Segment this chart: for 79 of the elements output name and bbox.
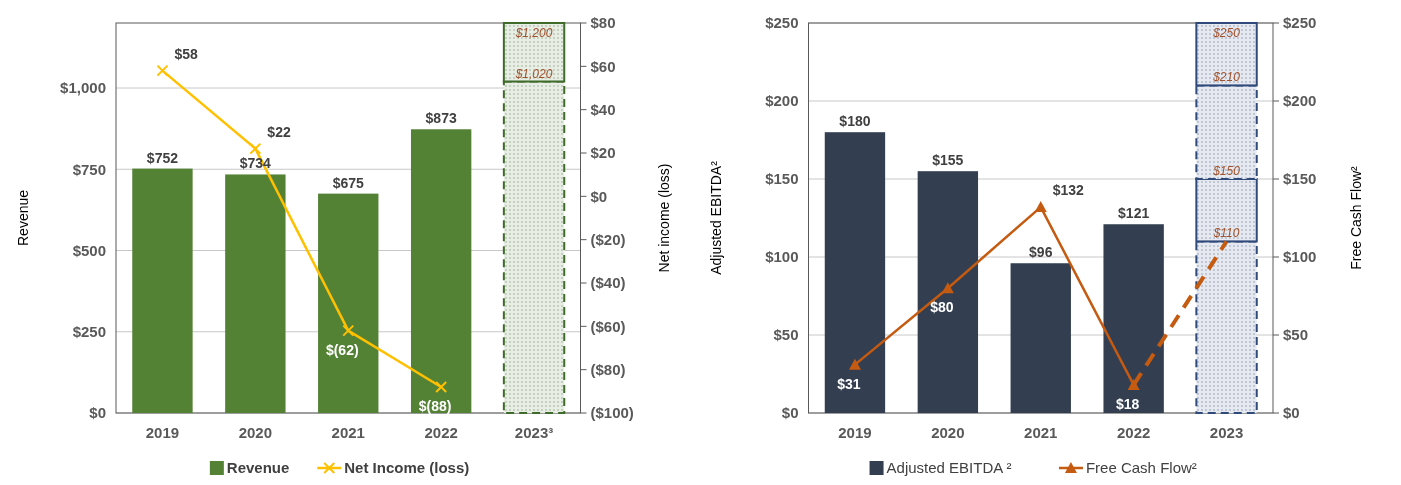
y2-tick-label: $0 bbox=[1283, 404, 1300, 422]
x-tick-label: 2020 bbox=[238, 424, 273, 441]
x-tick-label: 2023³ bbox=[514, 424, 554, 441]
data-label: $180 bbox=[839, 113, 871, 130]
y-tick-label: $200 bbox=[765, 92, 799, 110]
x-tick-label: 2019 bbox=[145, 424, 180, 441]
bar bbox=[132, 168, 193, 413]
point bbox=[435, 381, 448, 393]
data-label: $(62) bbox=[325, 341, 359, 358]
legend-label: Revenue bbox=[226, 459, 290, 477]
x-tick-label: 2019 bbox=[838, 424, 872, 441]
data-label: $121 bbox=[1118, 205, 1150, 222]
legend-label: Net Income (loss) bbox=[344, 459, 470, 477]
annotation: $210 bbox=[1212, 70, 1241, 85]
y2-tick-label: $150 bbox=[1283, 170, 1317, 188]
annotation: $150 bbox=[1212, 164, 1241, 178]
point bbox=[848, 358, 861, 370]
y2-tick-label: $250 bbox=[1283, 14, 1317, 32]
y-tick-label: $250 bbox=[765, 14, 799, 32]
bar bbox=[410, 129, 472, 413]
data-label: $96 bbox=[1029, 244, 1053, 261]
x-tick-label: 2020 bbox=[931, 424, 965, 441]
bar bbox=[824, 132, 886, 413]
y2-tick-label: ($40) bbox=[590, 274, 626, 292]
data-label: $(88) bbox=[418, 398, 452, 414]
bar bbox=[917, 171, 979, 413]
y-tick-label: $250 bbox=[72, 323, 106, 340]
y2-tick-label: $60 bbox=[590, 57, 616, 75]
y2-tick-label: ($100) bbox=[590, 404, 634, 422]
annotation: $1,020 bbox=[514, 66, 553, 81]
y2-tick-label: $80 bbox=[590, 14, 616, 32]
x-tick-label: 2023 bbox=[1209, 424, 1244, 441]
y2-tick-label: $20 bbox=[590, 144, 616, 162]
y-tick-label: $50 bbox=[773, 326, 799, 344]
x-tick-label: 2022 bbox=[424, 424, 458, 441]
data-label: $22 bbox=[267, 123, 291, 140]
data-label: $58 bbox=[174, 45, 199, 62]
y2-tick-label: $200 bbox=[1283, 92, 1317, 110]
data-label: $675 bbox=[332, 174, 365, 191]
point bbox=[249, 142, 262, 155]
point bbox=[1034, 201, 1047, 213]
legend-label: Adjusted EBITDA ² bbox=[886, 459, 1012, 477]
y-tick-label: $0 bbox=[89, 404, 106, 422]
y2-axis-title: Net income (loss) bbox=[655, 163, 672, 273]
data-label: $155 bbox=[932, 152, 964, 169]
y2-tick-label: $0 bbox=[590, 187, 608, 205]
x-tick-label: 2021 bbox=[331, 424, 365, 441]
y-tick-label: $1,000 bbox=[60, 79, 106, 97]
data-label: $752 bbox=[146, 149, 179, 166]
y2-axis-title: Free Cash Flow² bbox=[1348, 165, 1364, 270]
y-axis-title: Adjusted EBITDA² bbox=[707, 160, 724, 275]
data-label: $18 bbox=[1115, 395, 1140, 412]
point bbox=[156, 64, 169, 77]
point bbox=[342, 324, 355, 337]
annotation: $110 bbox=[1212, 226, 1240, 241]
bar bbox=[1010, 263, 1071, 413]
y2-tick-label: $100 bbox=[1283, 248, 1317, 266]
data-label: $80 bbox=[930, 299, 954, 316]
y-tick-label: $0 bbox=[781, 404, 799, 422]
y2-tick-label: $40 bbox=[590, 100, 616, 118]
y2-tick-label: ($60) bbox=[590, 317, 626, 335]
legend-label: Free Cash Flow² bbox=[1085, 459, 1197, 477]
y2-tick-label: ($20) bbox=[590, 230, 626, 248]
y2-tick-label: ($80) bbox=[590, 360, 626, 378]
y-tick-label: $750 bbox=[72, 160, 106, 178]
bar bbox=[318, 193, 379, 413]
data-label: $31 bbox=[837, 375, 861, 392]
bar bbox=[225, 174, 286, 413]
data-label: $132 bbox=[1052, 182, 1085, 199]
annotation: $250 bbox=[1212, 26, 1241, 40]
data-label: $873 bbox=[425, 110, 457, 127]
x-tick-label: 2022 bbox=[1116, 424, 1151, 441]
annotation: $1,200 bbox=[514, 26, 553, 40]
y-tick-label: $150 bbox=[765, 170, 799, 188]
y2-tick-label: $50 bbox=[1283, 326, 1309, 344]
y-axis-title: Revenue bbox=[15, 189, 31, 247]
x-tick-label: 2021 bbox=[1024, 424, 1058, 441]
y-tick-label: $500 bbox=[72, 241, 106, 259]
y-tick-label: $100 bbox=[765, 248, 799, 266]
